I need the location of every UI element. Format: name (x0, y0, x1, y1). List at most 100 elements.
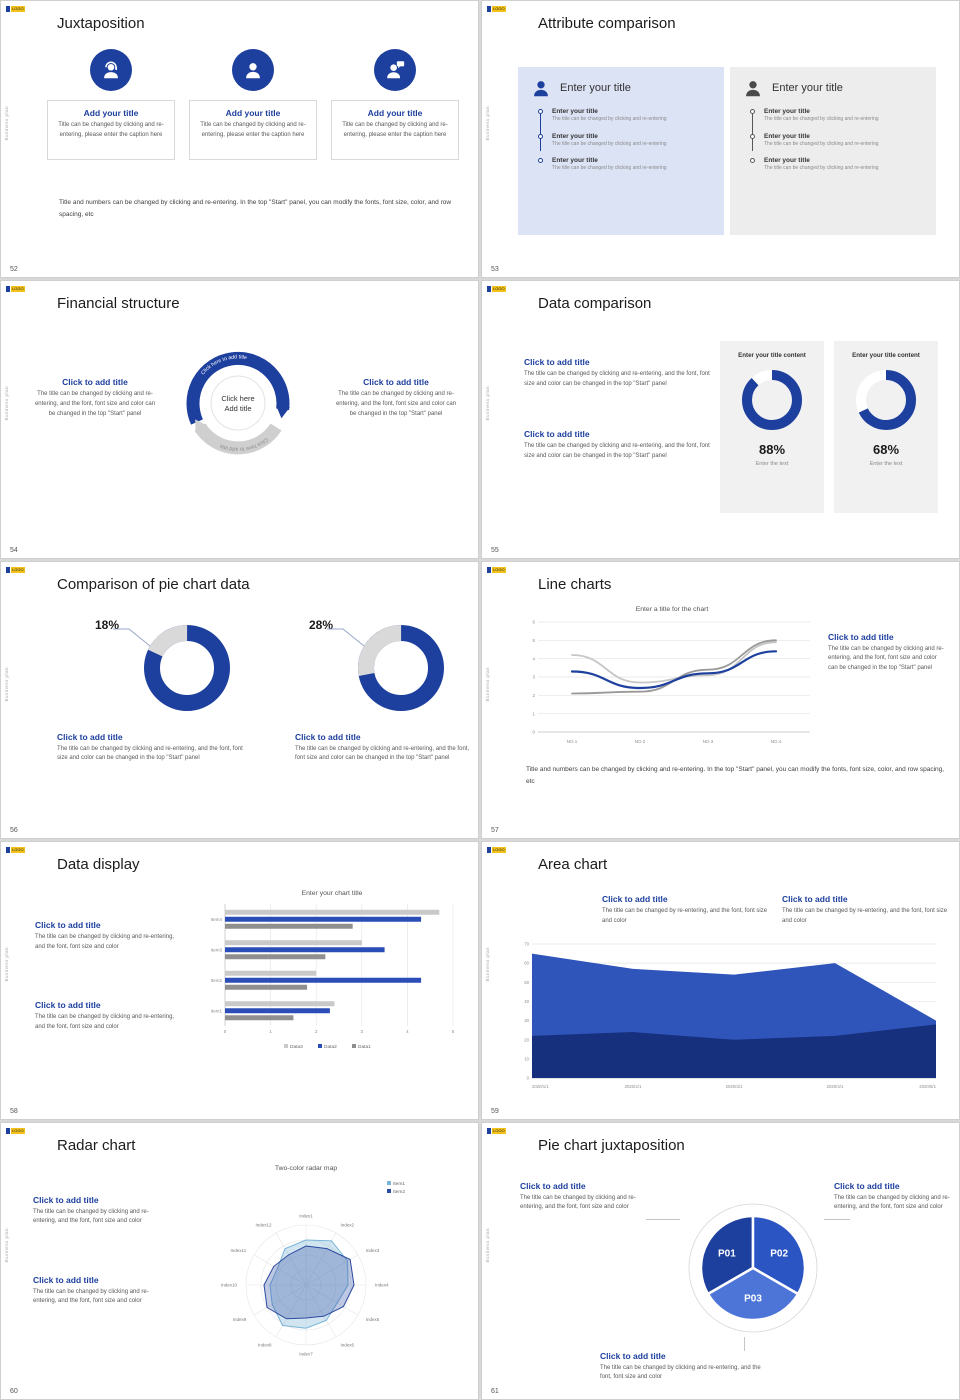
donut-chart-18 (144, 624, 230, 711)
svg-text:30: 30 (524, 1018, 529, 1023)
svg-text:0: 0 (527, 1076, 530, 1081)
slide-number: 55 (491, 546, 499, 554)
svg-text:2020/1/1: 2020/1/1 (532, 1084, 549, 1089)
text-block: Click to add title The title can be chan… (295, 732, 475, 764)
svg-text:Data1: Data1 (358, 1044, 371, 1050)
svg-text:2020/3/1: 2020/3/1 (726, 1084, 743, 1089)
svg-text:Data2: Data2 (324, 1044, 337, 1050)
kpi-card: Enter your title content 68% Enter the t… (834, 341, 938, 514)
cycle-arrow-gray (194, 419, 282, 455)
svg-text:Index5: Index5 (366, 1317, 380, 1322)
logo: LOGO (487, 1127, 506, 1134)
block-body: The title can be changed by re-entering,… (602, 908, 768, 924)
callout-line (824, 1218, 850, 1220)
block-heading: Click to add title (295, 731, 361, 742)
cycle-diagram: Click here Add title Click here to add t… (186, 352, 290, 455)
slide-title: Attribute comparison (538, 15, 676, 32)
kpi-value: 68% (872, 441, 900, 457)
panel-header: Enter your title (742, 77, 924, 99)
slide-59: LOGO Business plan Area chart Click to a… (481, 841, 960, 1120)
svg-text:Index1: Index1 (299, 1213, 313, 1218)
svg-text:Index10: Index10 (221, 1282, 238, 1287)
svg-text:P01: P01 (718, 1248, 736, 1259)
cycle-center-line1: Click here (221, 394, 254, 403)
text-block: Click to add title The title can be chan… (602, 894, 770, 926)
timeline-item-desc: The title can be changed by clicking and… (552, 116, 667, 122)
card-caption: Title can be changed by clicking and re-… (58, 122, 164, 138)
slide-55: LOGO Business plan Data comparison Click… (481, 280, 960, 559)
svg-text:Item1: Item1 (393, 1181, 405, 1187)
logo-mark-icon (6, 6, 10, 12)
slide-number: 54 (10, 546, 18, 554)
slide-number: 53 (491, 266, 499, 274)
pie-chart: P01 P02 P03 (688, 1203, 818, 1332)
cycle-arrow-blue (186, 352, 290, 426)
text-block: Click to add title The title can be chan… (524, 357, 710, 389)
text-block: Click to add title The title can be chan… (33, 1275, 155, 1307)
donut-chart-68 (856, 369, 916, 430)
card-title: Add your title (367, 108, 423, 118)
radar-chart: Index1 Index2 Index3 Index4 Index5 Index6 Inde… (221, 1180, 405, 1356)
timeline-dot-icon (538, 133, 543, 139)
kpi-card-title: Enter your title content (738, 352, 806, 360)
block-heading: Click to add title (35, 1000, 101, 1011)
logo-mark-icon (6, 1127, 10, 1134)
block-body: The title can be changed by clicking and… (828, 645, 944, 671)
logo: LOGO (6, 1127, 25, 1134)
slide-side-label: Business plan (4, 106, 9, 141)
timeline-item: Enter your title The title can be changed… (538, 108, 712, 124)
logo: LOGO (487, 847, 506, 854)
feature-card: Add your title Title can be changed by c… (47, 100, 175, 160)
card-title: Add your title (83, 108, 139, 118)
timeline-dot-icon (538, 158, 543, 163)
callout-line (646, 1218, 680, 1220)
timeline-item-desc: The title can be changed by clicking and… (764, 165, 879, 171)
slide-side-label: Business plan (485, 386, 490, 421)
svg-text:70: 70 (524, 942, 529, 947)
svg-text:5: 5 (532, 638, 535, 643)
block-body: The title can be changed by clicking and… (295, 745, 470, 762)
slide-side-label: Business plan (4, 1227, 9, 1263)
block-body: The title can be changed by clicking and… (524, 371, 710, 387)
block-body: The title can be changed by clicking and… (33, 1288, 149, 1305)
slide-52: LOGO Business plan Juxtaposition Add you… (0, 0, 479, 279)
slide-number: 61 (491, 1387, 499, 1395)
logo-text: LOGO (492, 286, 506, 293)
svg-text:Item1: Item1 (211, 1009, 223, 1014)
logo: LOGO (487, 286, 506, 293)
slide-title: Pie chart juxtaposition (538, 1136, 685, 1154)
svg-text:NO.2: NO.2 (635, 739, 646, 744)
block-body: The title can be changed by clicking and… (33, 1208, 149, 1225)
panel-title: Enter your title (560, 82, 631, 94)
svg-text:Index11: Index11 (231, 1248, 247, 1253)
comparison-panel-right: Enter your title Enter your title The tit… (730, 67, 936, 235)
logo-text: LOGO (11, 6, 25, 12)
timeline-item: Enter your title The title can be changed… (538, 157, 712, 173)
cycle-center-line2: Add title (224, 404, 251, 413)
block-heading: Click to add title (363, 377, 429, 388)
kpi-caption: Enter the text (869, 460, 903, 467)
svg-text:Item3: Item3 (211, 948, 223, 953)
logo-text: LOGO (492, 1127, 506, 1134)
svg-text:4: 4 (532, 656, 535, 661)
chart-title: Enter a title for the chart (635, 605, 709, 613)
slide-number: 60 (10, 1387, 18, 1395)
slide-number: 56 (10, 827, 18, 835)
text-block: Click to add title The title can be chan… (600, 1351, 770, 1383)
svg-text:60: 60 (524, 961, 529, 966)
kpi-card: Enter your title content 88% Enter the t… (720, 341, 824, 514)
svg-text:20: 20 (524, 1038, 529, 1043)
kpi-caption: Enter the text (755, 460, 789, 467)
logo: LOGO (6, 6, 25, 12)
slide-title: Data display (57, 856, 140, 874)
slide-58: LOGO Business plan Data display Click to… (0, 841, 479, 1120)
svg-text:NO.4: NO.4 (771, 739, 782, 744)
callout-line (744, 1336, 745, 1351)
svg-text:1: 1 (532, 711, 535, 716)
slide-number: 59 (491, 1107, 499, 1115)
slide-61: LOGO Business plan Pie chart juxtapositi… (481, 1121, 960, 1400)
svg-text:2020/4/1: 2020/4/1 (827, 1084, 844, 1089)
feature-card: Add your title Title can be changed by c… (189, 100, 317, 160)
line-chart: 0 1 2 3 4 5 6 NO.1 NO.2 NO.3 NO.4 (532, 619, 810, 744)
svg-text:0: 0 (532, 729, 535, 734)
